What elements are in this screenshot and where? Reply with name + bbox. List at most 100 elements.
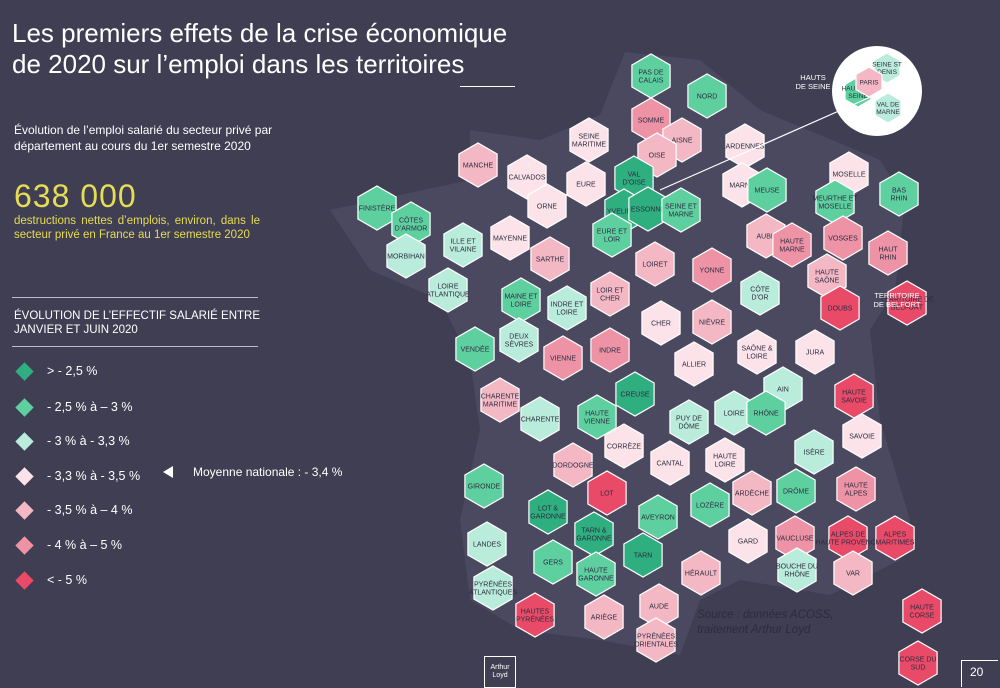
department-label: FINISTÈRE [359, 203, 396, 212]
national-average-label: Moyenne nationale : - 3,4 % [193, 465, 343, 479]
department-shape [692, 247, 732, 293]
department-label: VENDÉE [461, 344, 490, 353]
department-shape [661, 187, 701, 233]
department-indre: INDRE [590, 327, 630, 373]
legend-label: - 3,3 % à - 3,5 % [47, 469, 141, 483]
department-label: SAVOIE [849, 433, 875, 440]
department-shape [515, 592, 555, 638]
department-shape [674, 341, 714, 387]
department-pyr-n-es-atlantiques: PYRÉNÉES ATLANTIQUES [469, 565, 517, 611]
department-label: MEURTHE ET MOSELLE [812, 195, 858, 210]
department-label: DEUX SÈVRES [505, 333, 534, 348]
title-divider [460, 86, 515, 87]
department-shape [458, 142, 498, 188]
department-label: ESSONNE [631, 206, 666, 213]
department-shape [650, 440, 690, 486]
department-label: ARIÈGE [591, 613, 618, 622]
department-label: VAL DE MARNE [876, 102, 900, 117]
department-shape [635, 241, 675, 287]
department-pyr-n-es-orientales: PYRÉNÉES ORIENTALES [634, 617, 678, 663]
department-shape [641, 300, 681, 346]
department-shape [669, 399, 709, 445]
department-label: ARDENNES [726, 143, 765, 150]
department-shape [690, 482, 730, 528]
legend-item: > - 2,5 % [14, 360, 97, 382]
department-shape [875, 515, 915, 561]
department-shape [874, 92, 902, 124]
brand-logo: Arthur Loyd [484, 656, 516, 688]
department-shape [879, 171, 919, 217]
department-label: LOT & GARONNE [530, 505, 566, 520]
department-creuse: CREUSE [615, 371, 655, 417]
department-label: LOIR ET CHER [596, 287, 624, 302]
department-label: CÔTES D’ARMOR [395, 215, 428, 232]
department-label: HÉRAULT [685, 569, 718, 578]
department-shape [833, 550, 873, 596]
department-haute-alpes: HAUTE ALPES [836, 466, 876, 512]
department-shape [740, 270, 780, 316]
department-charente-maritime: CHARENTE MARITIME [480, 377, 520, 423]
department-label: AUDE [649, 604, 669, 611]
department-lot: LOT [587, 470, 627, 516]
department-shape [590, 327, 630, 373]
page-number-frame [961, 660, 998, 687]
department-label: CREUSE [620, 391, 650, 398]
department-label: LOIRE [723, 410, 744, 417]
department-label: HAUTE ALPES [844, 482, 868, 497]
department-cher: CHER [641, 300, 681, 346]
department-shape [777, 547, 817, 593]
department-label: TARN [634, 553, 653, 560]
department-label: PAS DE CALAIS [638, 70, 663, 85]
department-shape [692, 299, 732, 345]
department-val-de-marne: VAL DE MARNE [874, 92, 902, 124]
department-shape [590, 271, 630, 317]
department-finist-re: FINISTÈRE [357, 185, 397, 231]
department-ard-che: ARDÈCHE [732, 470, 772, 516]
department-shape [584, 594, 624, 640]
department-label: PUY DE DÔME [676, 415, 702, 430]
department-label: MAYENNE [493, 235, 527, 242]
department-eure: EURE [566, 161, 606, 207]
department-label: VIENNE [550, 355, 576, 362]
department-haut-rhin: HAUT RHIN [868, 230, 908, 276]
department-label: INDRE ET LOIRE [551, 301, 584, 316]
department-sa-ne-loire: SAÔNE & LOIRE [737, 329, 777, 375]
department-shape [623, 532, 663, 578]
department-is-re: ISÈRE [794, 429, 834, 475]
department-meuse: MEUSE [747, 167, 787, 213]
department-label: AUBE [756, 233, 775, 240]
legend-divider-top [12, 297, 258, 298]
department-shape [823, 215, 863, 261]
department-shape [499, 317, 539, 363]
department-ille-et-vilaine: ILLE ET VILAINE [443, 222, 483, 268]
department-label: LOIRET [642, 261, 668, 268]
department-label: MORBIHAN [387, 253, 425, 260]
department-c-te-d-or: CÔTE D'OR [740, 270, 780, 316]
department-label: VOSGES [828, 235, 858, 242]
department-shape [473, 565, 513, 611]
department-shape [386, 233, 426, 279]
department-shape [480, 377, 520, 423]
department-jura: JURA [795, 329, 835, 375]
department-bouche-du-rh-ne: BOUCHE DU RHÔNE [776, 547, 818, 593]
department-label: TARN & GARONNE [576, 528, 612, 543]
department-label: AISNE [671, 137, 692, 144]
department-shape [547, 285, 587, 331]
department-label: MANCHE [463, 162, 494, 169]
department-label: ALLIER [682, 361, 706, 368]
department-shape [772, 222, 812, 268]
department-loir-et-cher: LOIR ET CHER [590, 271, 630, 317]
inset-leader-line [659, 94, 876, 191]
department-gironde: GIRONDE [464, 463, 504, 509]
legend-divider-bottom [12, 346, 258, 347]
department-label: HAUTE LOIRE [713, 453, 737, 468]
department-label: SEINE MARITIME [572, 133, 607, 148]
department-haute-vienne: HAUTE VIENNE [577, 394, 617, 440]
department-label: CORSE DU SUD [900, 657, 937, 672]
department-shape [868, 230, 908, 276]
department-label: ISÈRE [803, 447, 824, 456]
department-label: TERRITOIRE DE BELFORT [880, 296, 934, 311]
department-label: VAR [846, 571, 860, 578]
department-h-rault: HÉRAULT [681, 550, 721, 596]
